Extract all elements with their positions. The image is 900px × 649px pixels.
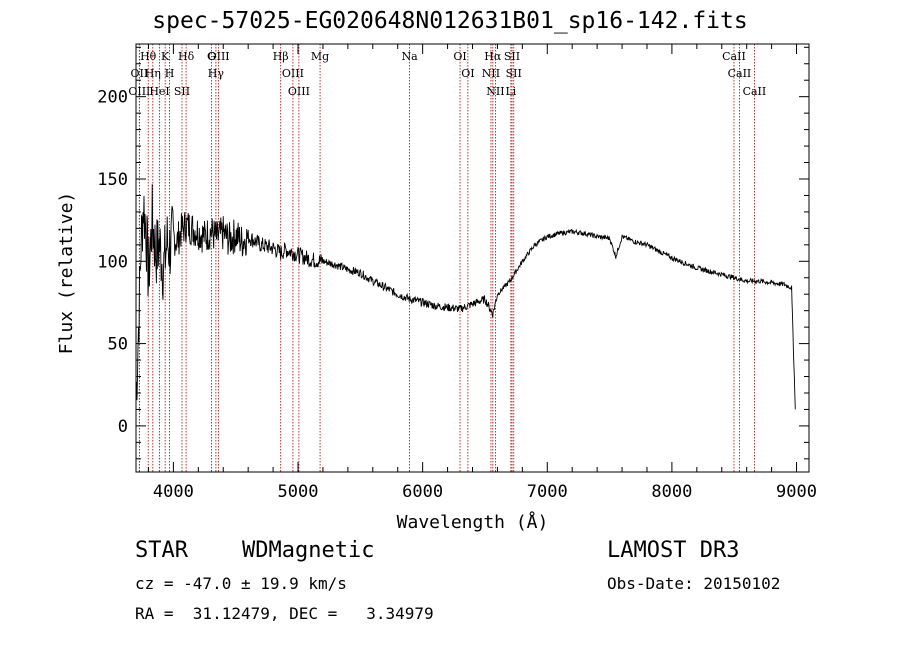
x-axis-label: Wavelength (Å) <box>397 511 549 533</box>
spectral-line-label: Hα <box>484 50 502 63</box>
spectral-line-label: Hθ <box>140 50 157 63</box>
spectral-line-label: Hγ <box>208 67 225 80</box>
y-tick-label: 150 <box>97 170 128 190</box>
spectral-line-label: SII <box>504 50 520 63</box>
x-tick-label: 7000 <box>527 482 568 502</box>
spectral-line-label: Li <box>505 85 516 98</box>
spectral-line-label: OIII <box>128 85 150 98</box>
spectral-line-label: CaII <box>743 85 767 98</box>
x-tick-label: 4000 <box>153 482 194 502</box>
spectrum-series-line <box>135 184 796 410</box>
redshift-velocity: cz = -47.0 ± 19.9 km/s <box>135 574 347 593</box>
y-tick-label: 100 <box>97 252 128 272</box>
spectral-line-label: OIII <box>282 67 304 80</box>
spectral-line-label: CaII <box>728 67 752 80</box>
spectral-line-label: K <box>161 50 170 63</box>
spectral-line-label: SII <box>506 67 522 80</box>
y-axis-label: Flux (relative) <box>56 192 77 355</box>
plot-frame <box>135 43 810 473</box>
spectral-line-label: Hβ <box>273 50 289 63</box>
spectral-line-label: Na <box>401 50 418 63</box>
spectral-line-label: H <box>165 67 175 80</box>
x-tick-label: 8000 <box>651 482 692 502</box>
object-class: STAR <box>135 538 188 563</box>
spectral-line-label: NII <box>482 67 500 80</box>
spectral-line-label: NII <box>486 85 504 98</box>
y-tick-label: 50 <box>108 335 128 355</box>
spectral-line-label: OI <box>453 50 466 63</box>
spectral-line-label: Hη <box>145 67 161 80</box>
spectral-line-label: OIII <box>288 85 310 98</box>
y-tick-label: 0 <box>118 417 128 437</box>
sky-coordinates: RA = 31.12479, DEC = 3.34979 <box>135 604 434 623</box>
y-tick-label: 200 <box>97 88 128 108</box>
x-tick-label: 5000 <box>278 482 319 502</box>
observation-date: Obs-Date: 20150102 <box>607 574 781 593</box>
spectral-line-label: Hδ <box>178 50 195 63</box>
spectral-line-label: G <box>207 50 216 63</box>
spectral-line-label: OI <box>461 67 474 80</box>
spectral-line-label: OII <box>131 67 149 80</box>
spectral-line-label: Mg <box>311 50 329 63</box>
x-tick-label: 6000 <box>402 482 443 502</box>
object-subclass: WDMagnetic <box>242 538 375 563</box>
spectral-line-label: HeI <box>149 85 169 98</box>
chart-title: spec-57025-EG020648N012631B01_sp16-142.f… <box>152 8 748 34</box>
spectral-line-label: SII <box>174 85 190 98</box>
x-tick-label: 9000 <box>776 482 817 502</box>
spectral-line-label: OIII <box>208 50 230 63</box>
survey-name: LAMOST DR3 <box>607 538 740 563</box>
spectral-line-label: CaII <box>722 50 746 63</box>
